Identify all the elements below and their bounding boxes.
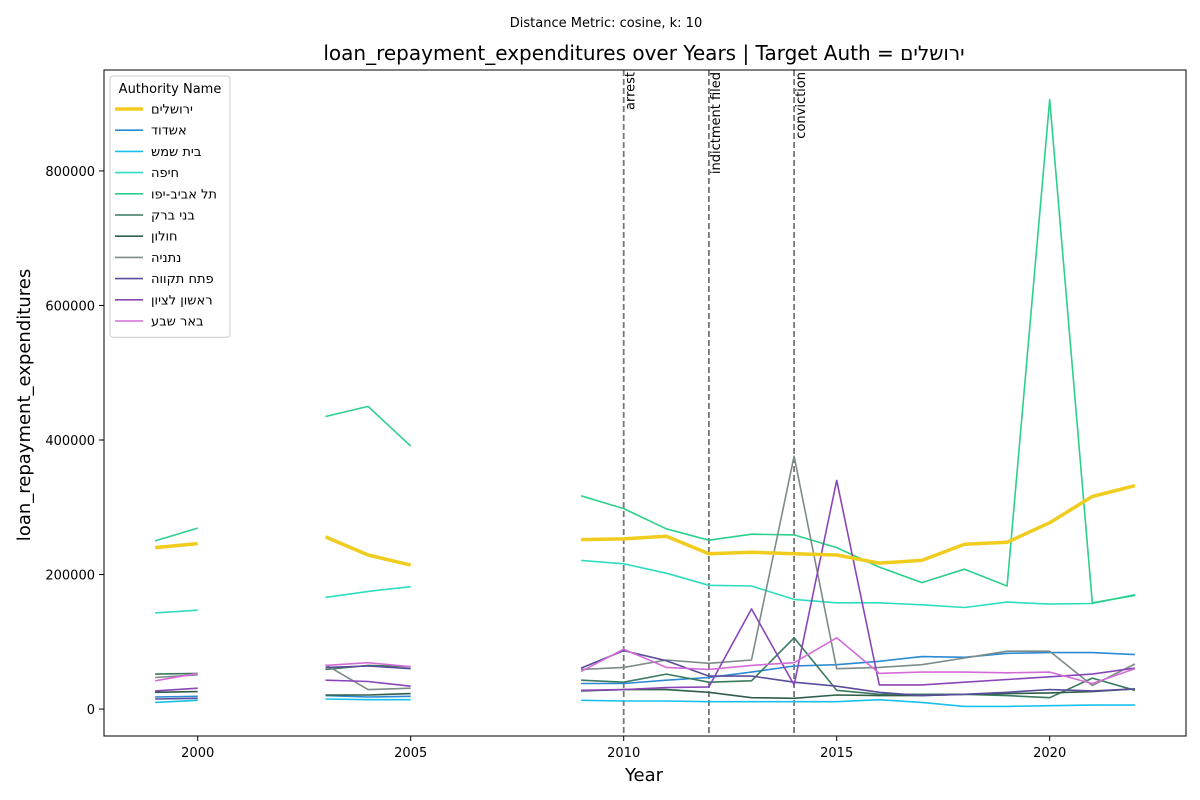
series-2 [155,698,1135,708]
chart-title: loan_repayment_expenditures over Years |… [323,41,964,65]
y-tick-label-0: 0 [87,703,95,718]
x-tick-label-2: 2010 [607,746,640,761]
series-9-segment-1 [325,679,411,687]
series-8-segment-2 [580,649,1135,697]
y-axis-ticks: 0 200000 400000 600000 800000 [45,165,104,718]
series-8 [155,649,1135,700]
legend-label-8: פתח תקווה [151,272,214,287]
series-1-segment-0 [155,695,198,698]
series-0-segment-2 [581,484,1136,565]
plot-frame [103,69,1187,737]
legend-label-4: תל אביב-יפו [151,187,217,202]
series-6-segment-0 [155,690,198,694]
y-tick-label-3: 600000 [45,299,95,314]
series-3-segment-2 [581,559,1136,609]
legend-label-9: ראשון לציון [151,293,213,308]
x-tick-label-1: 2005 [394,746,427,761]
series-6-segment-2 [581,688,1135,700]
legend-label-2: בית שמש [151,145,201,160]
legend-label-1: אשדוד [151,124,187,139]
y-tick-label-4: 800000 [45,165,95,180]
series-5-segment-2 [581,636,1136,699]
series-10-segment-2 [580,636,1136,685]
series-4-segment-1 [325,405,412,447]
series-1 [155,651,1135,698]
series-5-segment-0 [155,672,198,675]
event-label-1: indictment filed [709,72,724,174]
series-10 [154,636,1136,685]
series-3-segment-0 [155,609,198,614]
series-2-segment-2 [581,698,1135,708]
series-0-segment-1 [324,535,412,567]
series-3 [155,559,1136,614]
legend-label-0: ירושלים [151,103,193,118]
series-7-segment-2 [581,455,1136,687]
series-2-segment-1 [325,698,411,701]
series-6-segment-1 [325,692,411,696]
series-0-segment-0 [154,541,198,550]
y-axis-label: loan_repayment_expenditures [14,269,35,541]
series-8-segment-0 [155,697,198,700]
series-1-segment-1 [325,694,411,698]
y-tick-label-2: 400000 [45,434,95,449]
series-10-segment-0 [154,672,198,682]
legend: Authority Name ירושלים אשדוד בית שמש חיפה תל … [109,75,231,338]
y-tick-label-1: 200000 [45,569,95,584]
plot-area [104,70,1186,736]
series-8-segment-1 [325,665,411,670]
series-1-segment-2 [581,651,1135,685]
legend-label-5: בני ברק [151,209,195,224]
series-0 [154,484,1136,567]
series-6 [155,688,1135,700]
event-label-2: conviction [794,72,809,139]
x-tick-label-3: 2015 [820,746,853,761]
legend-title: Authority Name [119,82,222,97]
chart-suptitle: Distance Metric: cosine, k: 10 [510,16,702,31]
event-markers: arrest indictment filed conviction [622,70,809,736]
legend-box [109,75,231,338]
x-tick-label-4: 2020 [1033,746,1066,761]
legend-label-10: באר שבע [151,315,204,330]
series-9-segment-0 [155,687,198,692]
series-4-segment-0 [154,527,198,542]
series-7-segment-1 [325,664,411,691]
event-label-0: arrest [624,72,639,110]
x-axis-ticks: 2000 2005 2010 2015 2020 [181,736,1066,761]
series-10-segment-1 [325,661,411,668]
legend-label-3: חיפה [151,166,179,181]
series-3-segment-1 [325,585,411,599]
series-2-segment-0 [155,699,198,704]
series-lines [154,98,1136,708]
legend-label-6: חולון [151,230,178,245]
series-9-segment-2 [581,479,1136,692]
x-tick-label-0: 2000 [181,746,214,761]
legend-label-7: נתניה [151,251,181,266]
x-axis-label: Year [624,765,664,786]
series-9 [155,479,1136,692]
